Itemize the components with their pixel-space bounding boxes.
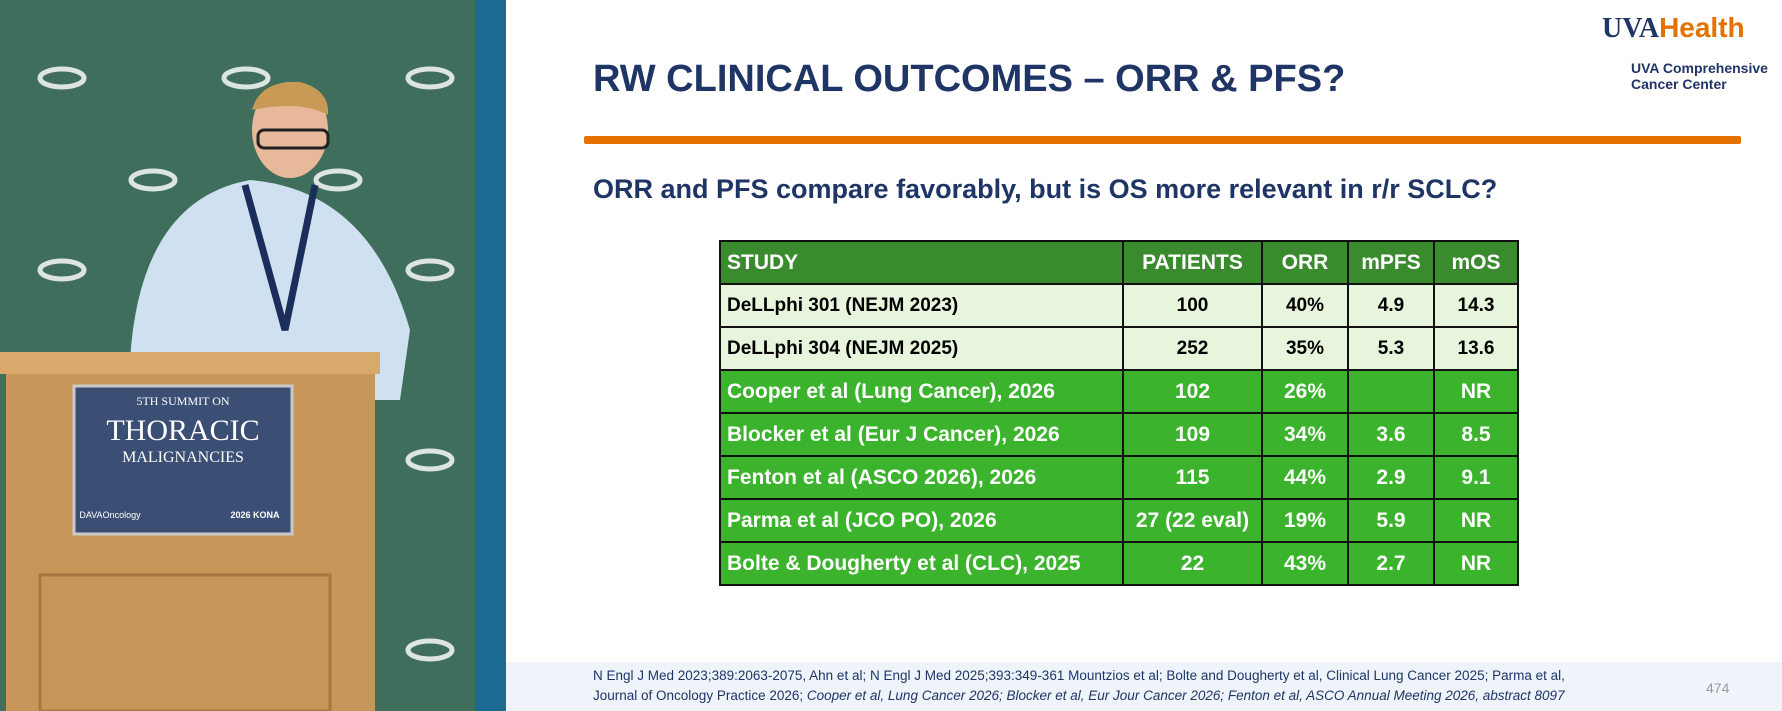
table-cell: 8.5	[1433, 412, 1519, 457]
table-cell: 3.6	[1347, 412, 1435, 457]
table-cell: 5.3	[1347, 326, 1435, 371]
table-cell: 4.9	[1347, 283, 1435, 328]
slide-title: RW CLINICAL OUTCOMES – ORR & PFS?	[593, 58, 1346, 100]
table-cell: 2.9	[1347, 455, 1435, 500]
header-cell: mPFS	[1347, 240, 1435, 285]
table-cell: Parma et al (JCO PO), 2026	[719, 498, 1124, 543]
table-cell: 9.1	[1433, 455, 1519, 500]
table-cell: DeLLphi 304 (NEJM 2025)	[719, 326, 1124, 371]
reference-line: N Engl J Med 2023;389:2063-2075, Ahn et …	[593, 668, 1565, 683]
logo-subtitle: UVA Comprehensive	[1631, 60, 1768, 76]
table-row: Cooper et al (Lung Cancer), 2026 102 26% NR	[719, 369, 1519, 414]
page-number: 474	[1706, 680, 1730, 696]
table-cell: NR	[1433, 541, 1519, 586]
table-cell: 14.3	[1433, 283, 1519, 328]
table-cell: 40%	[1261, 283, 1349, 328]
table-cell: 13.6	[1433, 326, 1519, 371]
table-cell: DeLLphi 301 (NEJM 2023)	[719, 283, 1124, 328]
logo-subtitle: Cancer Center	[1631, 76, 1727, 92]
footer	[506, 662, 1782, 711]
table-cell: Blocker et al (Eur J Cancer), 2026	[719, 412, 1124, 457]
header-cell: mOS	[1433, 240, 1519, 285]
outcomes-table: STUDY PATIENTS ORR mPFS mOS DeLLphi 301 (NEJM…	[719, 240, 1519, 586]
table-cell: 27 (22 eval)	[1122, 498, 1263, 543]
table-cell: 252	[1122, 326, 1263, 371]
sign-text: 2026 KONA	[230, 510, 280, 520]
sign-text: 5TH SUMMIT ON	[136, 394, 229, 408]
table-row: Parma et al (JCO PO), 2026 27 (22 eval) 19…	[719, 498, 1519, 543]
table-cell: 35%	[1261, 326, 1349, 371]
table-cell: 34%	[1261, 412, 1349, 457]
slide: UVAHealth UVA Comprehensive Cancer Cente…	[506, 0, 1782, 711]
table-cell: 102	[1122, 369, 1263, 414]
table-cell: 5.9	[1347, 498, 1435, 543]
sign-text: DAVAOncology	[79, 510, 141, 520]
table-row: DeLLphi 301 (NEJM 2023) 100 40% 4.9 14.3	[719, 283, 1519, 328]
table-row: DeLLphi 304 (NEJM 2025) 252 35% 5.3 13.6	[719, 326, 1519, 371]
sign-text: THORACIC	[106, 414, 259, 447]
slide-subtitle: ORR and PFS compare favorably, but is OS…	[593, 174, 1498, 204]
table-cell: Bolte & Dougherty et al (CLC), 2025	[719, 541, 1124, 586]
header-cell: ORR	[1261, 240, 1349, 285]
table-cell: 44%	[1261, 455, 1349, 500]
table-cell: 43%	[1261, 541, 1349, 586]
table-row: Bolte & Dougherty et al (CLC), 2025 22 43%…	[719, 541, 1519, 586]
reference-text: N Engl J Med 2023;389:2063-2075, Ahn et …	[593, 668, 1565, 683]
table-row: Fenton et al (ASCO 2026), 2026 115 44% 2.9 9…	[719, 455, 1519, 500]
table-cell: 19%	[1261, 498, 1349, 543]
table-cell: 26%	[1261, 369, 1349, 414]
table-cell: 22	[1122, 541, 1263, 586]
logo: UVAHealth	[1602, 12, 1745, 44]
reference-line: Journal of Oncology Practice 2026; Coope…	[593, 688, 1565, 703]
sign-text: MALIGNANCIES	[122, 449, 244, 466]
header-cell: STUDY	[719, 240, 1124, 285]
table-cell: 109	[1122, 412, 1263, 457]
table-cell: 100	[1122, 283, 1263, 328]
reference-text: Journal of Oncology Practice 2026;	[593, 688, 807, 703]
table-cell: NR	[1433, 498, 1519, 543]
table-cell: NR	[1433, 369, 1519, 414]
table-cell: 2.7	[1347, 541, 1435, 586]
reference-text: Cooper et al, Lung Cancer 2026; Blocker …	[806, 688, 1565, 703]
header-cell: PATIENTS	[1122, 240, 1263, 285]
table-cell: Fenton et al (ASCO 2026), 2026	[719, 455, 1124, 500]
divider	[584, 136, 1741, 144]
table-cell	[1347, 369, 1435, 414]
table-cell: Cooper et al (Lung Cancer), 2026	[719, 369, 1124, 414]
header-row: STUDY PATIENTS ORR mPFS mOS	[719, 240, 1519, 285]
speaker-photo: 5TH SUMMIT ON THORACIC MALIGNANCIES DAVA…	[0, 0, 506, 711]
table-cell: 115	[1122, 455, 1263, 500]
table-row: Blocker et al (Eur J Cancer), 2026 109 34%…	[719, 412, 1519, 457]
